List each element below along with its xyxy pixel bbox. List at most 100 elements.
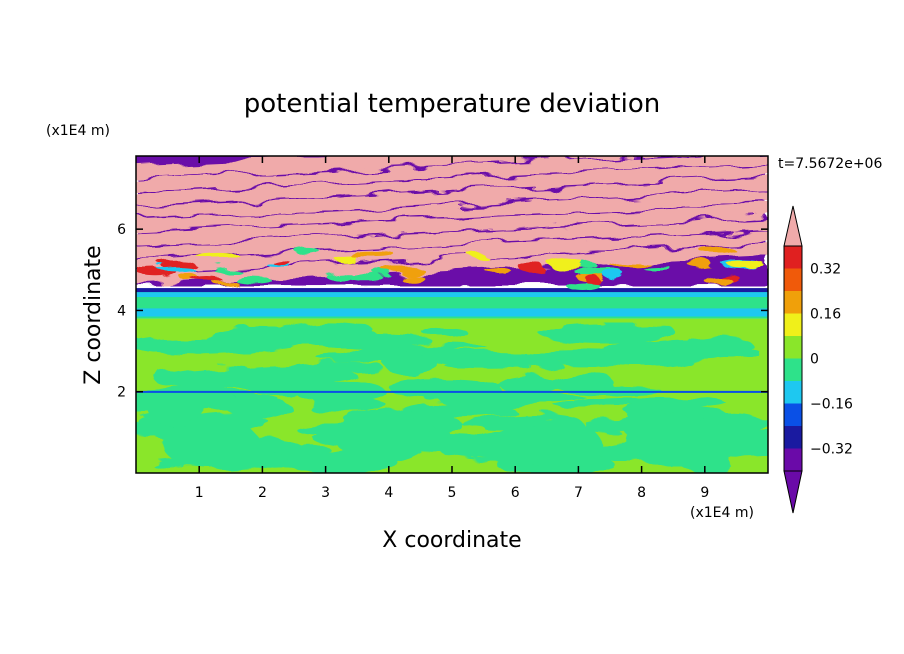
fringe (271, 259, 290, 265)
colorbar-tick-label: 0.32 (810, 262, 841, 278)
blob (611, 322, 677, 344)
fringe (470, 254, 488, 260)
blob (225, 395, 291, 419)
x-tick-label: 6 (511, 485, 520, 501)
fringe (236, 276, 270, 283)
x-tick-label: 4 (384, 485, 393, 501)
fringe (335, 254, 357, 264)
fringe (517, 261, 543, 272)
blob (700, 411, 763, 433)
blob (577, 384, 660, 393)
blob (420, 325, 466, 337)
fringe (191, 276, 223, 283)
stripe (136, 204, 768, 245)
fringe (380, 263, 423, 273)
fringe (642, 266, 671, 271)
stripe (136, 164, 768, 205)
time-label: t=7.5672e+06 (778, 156, 882, 172)
x-tick-label: 3 (321, 485, 330, 501)
stripe (136, 177, 768, 218)
x-axis-label: X coordinate (382, 528, 521, 553)
stripe (136, 217, 768, 259)
blob (289, 362, 384, 372)
colorbar-bin (784, 381, 802, 404)
fringe (398, 271, 423, 281)
heatmap-field (136, 156, 768, 473)
blob (149, 396, 211, 413)
blob (305, 395, 386, 413)
blob (601, 396, 725, 407)
interface-line (136, 390, 768, 393)
fringe (487, 270, 514, 276)
x-axis: 1 2 3 4 5 6 7 8 9 (195, 156, 709, 501)
upper-stripes (136, 156, 768, 287)
blob (205, 327, 310, 351)
fringe (688, 260, 714, 270)
fringes (137, 246, 767, 291)
colorbar-bin (784, 246, 802, 269)
fringe (296, 249, 322, 257)
blob (498, 376, 560, 395)
stripe (136, 156, 768, 192)
fringe (548, 260, 585, 270)
fringe (213, 281, 239, 286)
navy-line (136, 288, 768, 293)
y-tick-label: 4 (117, 303, 126, 319)
x-tick-label: 1 (195, 485, 204, 501)
stripe (136, 156, 622, 178)
x-tick-label: 9 (700, 485, 709, 501)
x-tick-label: 5 (448, 485, 457, 501)
blob (688, 335, 751, 351)
colorbar-tick-label: −0.32 (810, 442, 853, 458)
colorbar-bin (784, 336, 802, 359)
fringe (159, 261, 196, 269)
colorbar-bin (784, 426, 802, 449)
y-axis: 2 4 6 (117, 222, 768, 401)
colorbar-tick-label: 0.16 (810, 307, 841, 323)
fringe (704, 276, 733, 286)
lower-blobs (136, 322, 768, 473)
chart-title: potential temperature deviation (244, 89, 660, 119)
colorbar-bin (784, 448, 802, 471)
blob (163, 418, 260, 471)
blob (376, 406, 494, 416)
colorbar: 0.32 0.16 0 −0.16 −0.32 (783, 205, 853, 514)
blob (154, 366, 282, 391)
colorbar-bin (784, 358, 802, 381)
blob (555, 402, 618, 411)
stripe (136, 244, 768, 285)
colorbar-tick-label: 0 (810, 352, 819, 368)
colorbar-bin (784, 291, 802, 314)
y-axis-label: Z coordinate (81, 245, 106, 384)
blob (419, 393, 524, 401)
blob (412, 350, 467, 362)
blob (285, 443, 332, 460)
blob (516, 358, 563, 372)
colorbar-tick-label: −0.16 (810, 397, 853, 413)
fringe (157, 266, 195, 272)
blob (334, 410, 431, 463)
blob (350, 344, 408, 363)
fringe (604, 270, 626, 281)
fringe (197, 253, 242, 261)
y-axis-unit: (x1E4 m) (46, 123, 110, 139)
blob (310, 337, 368, 345)
colorbar-bin (784, 313, 802, 336)
fringe (607, 260, 650, 265)
fringe (346, 273, 383, 281)
fringe (566, 281, 601, 291)
stripe (136, 231, 768, 272)
x-tick-label: 8 (637, 485, 646, 501)
y-tick-label: 6 (117, 222, 126, 238)
y-tick-label: 2 (117, 385, 126, 401)
fringe (325, 270, 352, 281)
cyan-band (136, 292, 768, 298)
colorbar-bin (784, 268, 802, 291)
colorbar-frame (783, 245, 803, 472)
stripe (136, 191, 768, 232)
cyan-band (136, 308, 768, 317)
fringe (728, 263, 767, 268)
x-tick-label: 2 (258, 485, 267, 501)
x-axis-unit: (x1E4 m) (690, 505, 754, 521)
